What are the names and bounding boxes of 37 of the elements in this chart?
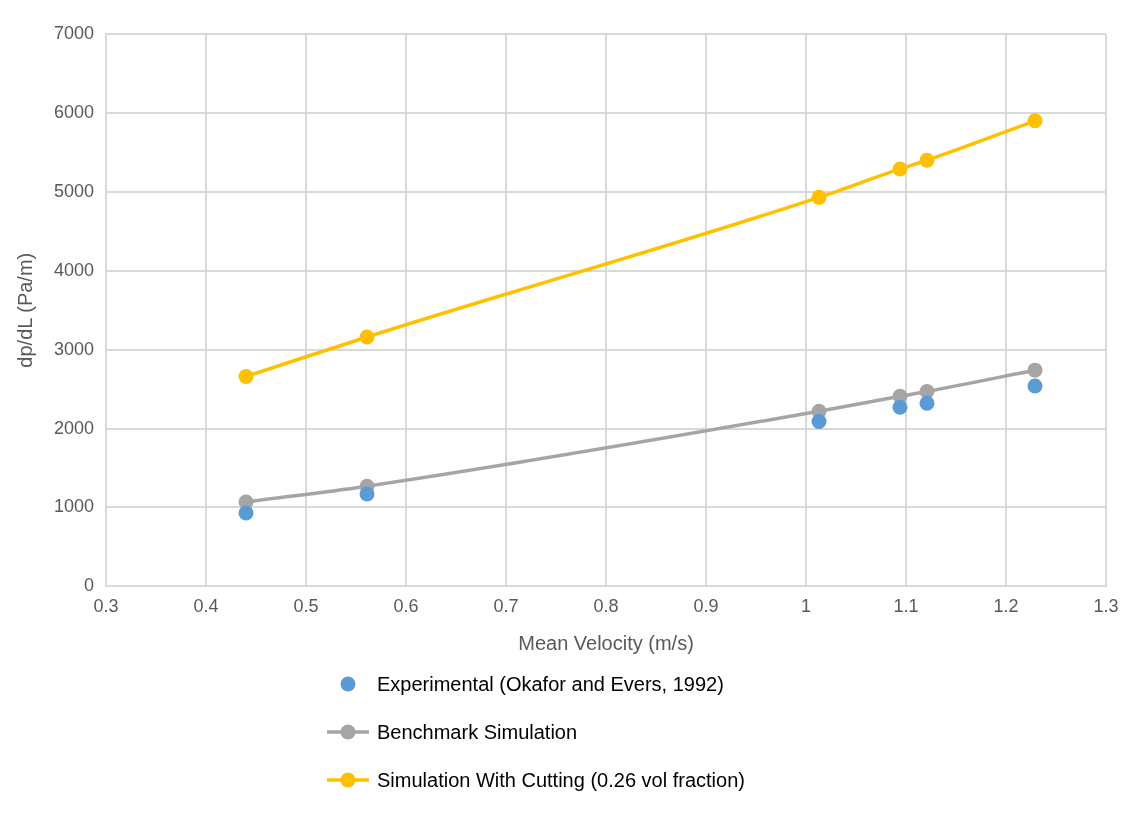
x-tick-label: 0.7 bbox=[493, 596, 519, 617]
x-tick-label: 1.2 bbox=[993, 596, 1019, 617]
x-tick-label: 0.9 bbox=[693, 596, 719, 617]
x-tick-label: 0.6 bbox=[393, 596, 419, 617]
point bbox=[919, 395, 935, 411]
x-tick-label: 1.1 bbox=[893, 596, 919, 617]
x-tick-label: 0.5 bbox=[293, 596, 319, 617]
y-tick-label: 3000 bbox=[54, 338, 95, 359]
y-tick-label: 6000 bbox=[54, 101, 95, 122]
point bbox=[892, 161, 908, 177]
legend-label: Simulation With Cutting (0.26 vol fraction) bbox=[377, 768, 745, 792]
y-tick-label: 1000 bbox=[54, 496, 95, 517]
x-tick-label: 1.3 bbox=[1093, 596, 1119, 617]
legend-label: Benchmark Simulation bbox=[377, 720, 578, 744]
point bbox=[811, 413, 827, 429]
point bbox=[359, 329, 375, 345]
x-tick-label: 0.3 bbox=[93, 596, 119, 617]
y-tick-label: 4000 bbox=[54, 259, 95, 280]
x-tick-label: 0.8 bbox=[593, 596, 619, 617]
x-tick-label: 0.4 bbox=[193, 596, 219, 617]
y-tick-label: 0 bbox=[84, 575, 95, 596]
y-tick-label: 7000 bbox=[54, 22, 95, 43]
x-tick-label: 1 bbox=[801, 596, 812, 617]
point bbox=[1027, 362, 1043, 378]
point bbox=[811, 189, 827, 205]
point bbox=[892, 399, 908, 415]
y-axis-title: dp/dL (Pa/m) bbox=[13, 252, 36, 368]
point bbox=[238, 368, 254, 384]
point bbox=[238, 505, 254, 521]
y-tick-label: 5000 bbox=[54, 180, 95, 201]
legend-label: Experimental (Okafor and Evers, 1992) bbox=[377, 672, 724, 696]
x-axis-title: Mean Velocity (m/s) bbox=[518, 631, 694, 654]
point bbox=[1027, 113, 1043, 129]
y-tick-label: 2000 bbox=[54, 417, 95, 438]
point bbox=[919, 152, 935, 168]
point bbox=[1027, 378, 1043, 394]
point bbox=[359, 486, 375, 502]
